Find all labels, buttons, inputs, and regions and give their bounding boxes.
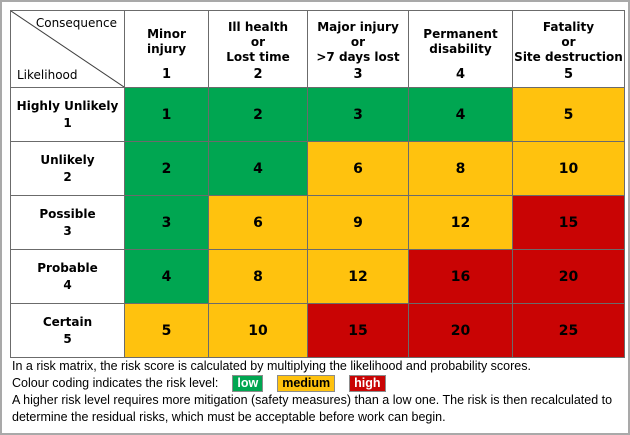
column-header-label: Ill health or Lost time	[226, 19, 290, 64]
legend-badge-medium: medium	[277, 375, 336, 392]
risk-cell: 2	[124, 141, 209, 196]
row-label-number: 3	[63, 223, 72, 238]
row-label: Possible 3	[10, 195, 125, 250]
risk-cell: 15	[307, 303, 409, 358]
risk-cell: 9	[307, 195, 409, 250]
risk-cell: 20	[512, 249, 625, 304]
matrix-row-probable: Probable 4 4 8 12 16 20	[10, 249, 625, 304]
risk-cell: 15	[512, 195, 625, 250]
risk-cell: 4	[208, 141, 308, 196]
column-header-number: 5	[563, 66, 574, 82]
row-label: Certain 5	[10, 303, 125, 358]
legend-prefix: Colour coding indicates the risk level:	[12, 376, 219, 390]
consequence-axis-label: Consequence	[35, 16, 117, 30]
column-header-3: Major injury or >7 days lost 3	[307, 10, 409, 88]
matrix-row-highly-unlikely: Highly Unlikely 1 1 2 3 4 5	[10, 87, 625, 142]
row-label-number: 2	[63, 169, 72, 184]
legend-line: Colour coding indicates the risk level: …	[12, 375, 624, 392]
column-header-5: Fatality or Site destruction 5	[512, 10, 625, 88]
row-label: Probable 4	[10, 249, 125, 304]
explanation-text: In a risk matrix, the risk score is calc…	[12, 358, 624, 426]
risk-cell: 6	[307, 141, 409, 196]
risk-cell: 3	[124, 195, 209, 250]
row-label-text: Possible	[39, 207, 96, 222]
column-header-4: Permanent disability 4	[408, 10, 513, 88]
column-header-number: 1	[161, 66, 172, 82]
column-header-label: Minor injury	[146, 27, 187, 56]
matrix-row-possible: Possible 3 3 6 9 12 15	[10, 195, 625, 250]
legend-badge-high: high	[349, 375, 386, 392]
row-label: Unlikely 2	[10, 141, 125, 196]
row-label-number: 1	[63, 115, 72, 130]
risk-cell: 10	[208, 303, 308, 358]
risk-matrix-table: Consequence Likelihood Minor injury 1 Il…	[10, 10, 625, 358]
column-header-number: 4	[455, 66, 466, 82]
risk-cell: 20	[408, 303, 513, 358]
risk-cell: 8	[208, 249, 308, 304]
row-label-text: Certain	[42, 315, 93, 330]
matrix-row-certain: Certain 5 5 10 15 20 25	[10, 303, 625, 358]
column-header-1: Minor injury 1	[124, 10, 209, 88]
risk-cell: 1	[124, 87, 209, 142]
risk-cell: 2	[208, 87, 308, 142]
risk-cell: 3	[307, 87, 409, 142]
diagonal-line	[11, 11, 124, 87]
risk-cell: 6	[208, 195, 308, 250]
column-header-label: Permanent disability	[423, 27, 498, 56]
risk-cell: 4	[124, 249, 209, 304]
risk-cell: 8	[408, 141, 513, 196]
risk-cell: 5	[124, 303, 209, 358]
explanation-line-3: A higher risk level requires more mitiga…	[12, 393, 613, 424]
legend-badge-low: low	[232, 375, 264, 392]
row-label: Highly Unlikely 1	[10, 87, 125, 142]
header-row: Consequence Likelihood Minor injury 1 Il…	[10, 10, 625, 88]
column-header-2: Ill health or Lost time 2	[208, 10, 308, 88]
column-header-label: Fatality or Site destruction	[514, 19, 623, 64]
row-label-text: Probable	[37, 261, 98, 276]
explanation-line-1: In a risk matrix, the risk score is calc…	[12, 359, 531, 373]
row-label-text: Unlikely	[40, 153, 95, 168]
risk-cell: 12	[307, 249, 409, 304]
risk-cell: 10	[512, 141, 625, 196]
corner-cell: Consequence Likelihood	[10, 10, 125, 88]
row-label-number: 4	[63, 277, 72, 292]
column-header-number: 3	[353, 66, 363, 82]
likelihood-axis-label: Likelihood	[17, 68, 78, 82]
matrix-row-unlikely: Unlikely 2 2 4 6 8 10	[10, 141, 625, 196]
row-label-text: Highly Unlikely	[16, 99, 119, 114]
row-label-number: 5	[63, 331, 72, 346]
risk-cell: 12	[408, 195, 513, 250]
risk-cell: 16	[408, 249, 513, 304]
risk-cell: 5	[512, 87, 625, 142]
column-header-label: Major injury or >7 days lost	[316, 19, 400, 64]
risk-cell: 25	[512, 303, 625, 358]
risk-cell: 4	[408, 87, 513, 142]
column-header-number: 2	[253, 66, 263, 82]
